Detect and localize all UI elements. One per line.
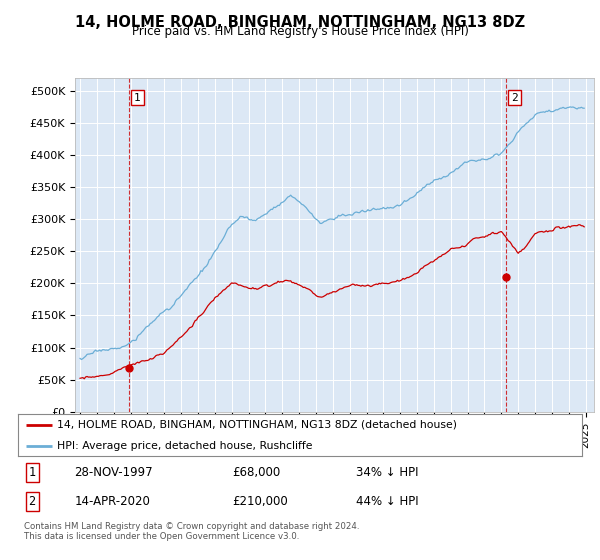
Text: 2: 2	[511, 92, 518, 102]
Text: 1: 1	[29, 465, 35, 479]
Text: £68,000: £68,000	[232, 465, 281, 479]
Text: 28-NOV-1997: 28-NOV-1997	[74, 465, 153, 479]
Text: £210,000: £210,000	[232, 495, 288, 508]
Text: 44% ↓ HPI: 44% ↓ HPI	[356, 495, 419, 508]
Text: Price paid vs. HM Land Registry's House Price Index (HPI): Price paid vs. HM Land Registry's House …	[131, 25, 469, 38]
Text: 1: 1	[134, 92, 141, 102]
Text: Contains HM Land Registry data © Crown copyright and database right 2024.
This d: Contains HM Land Registry data © Crown c…	[24, 522, 359, 542]
Text: 14-APR-2020: 14-APR-2020	[74, 495, 150, 508]
Text: 34% ↓ HPI: 34% ↓ HPI	[356, 465, 419, 479]
Text: 2: 2	[29, 495, 35, 508]
Text: 14, HOLME ROAD, BINGHAM, NOTTINGHAM, NG13 8DZ (detached house): 14, HOLME ROAD, BINGHAM, NOTTINGHAM, NG1…	[58, 420, 457, 430]
Text: 14, HOLME ROAD, BINGHAM, NOTTINGHAM, NG13 8DZ: 14, HOLME ROAD, BINGHAM, NOTTINGHAM, NG1…	[75, 15, 525, 30]
Text: HPI: Average price, detached house, Rushcliffe: HPI: Average price, detached house, Rush…	[58, 441, 313, 451]
